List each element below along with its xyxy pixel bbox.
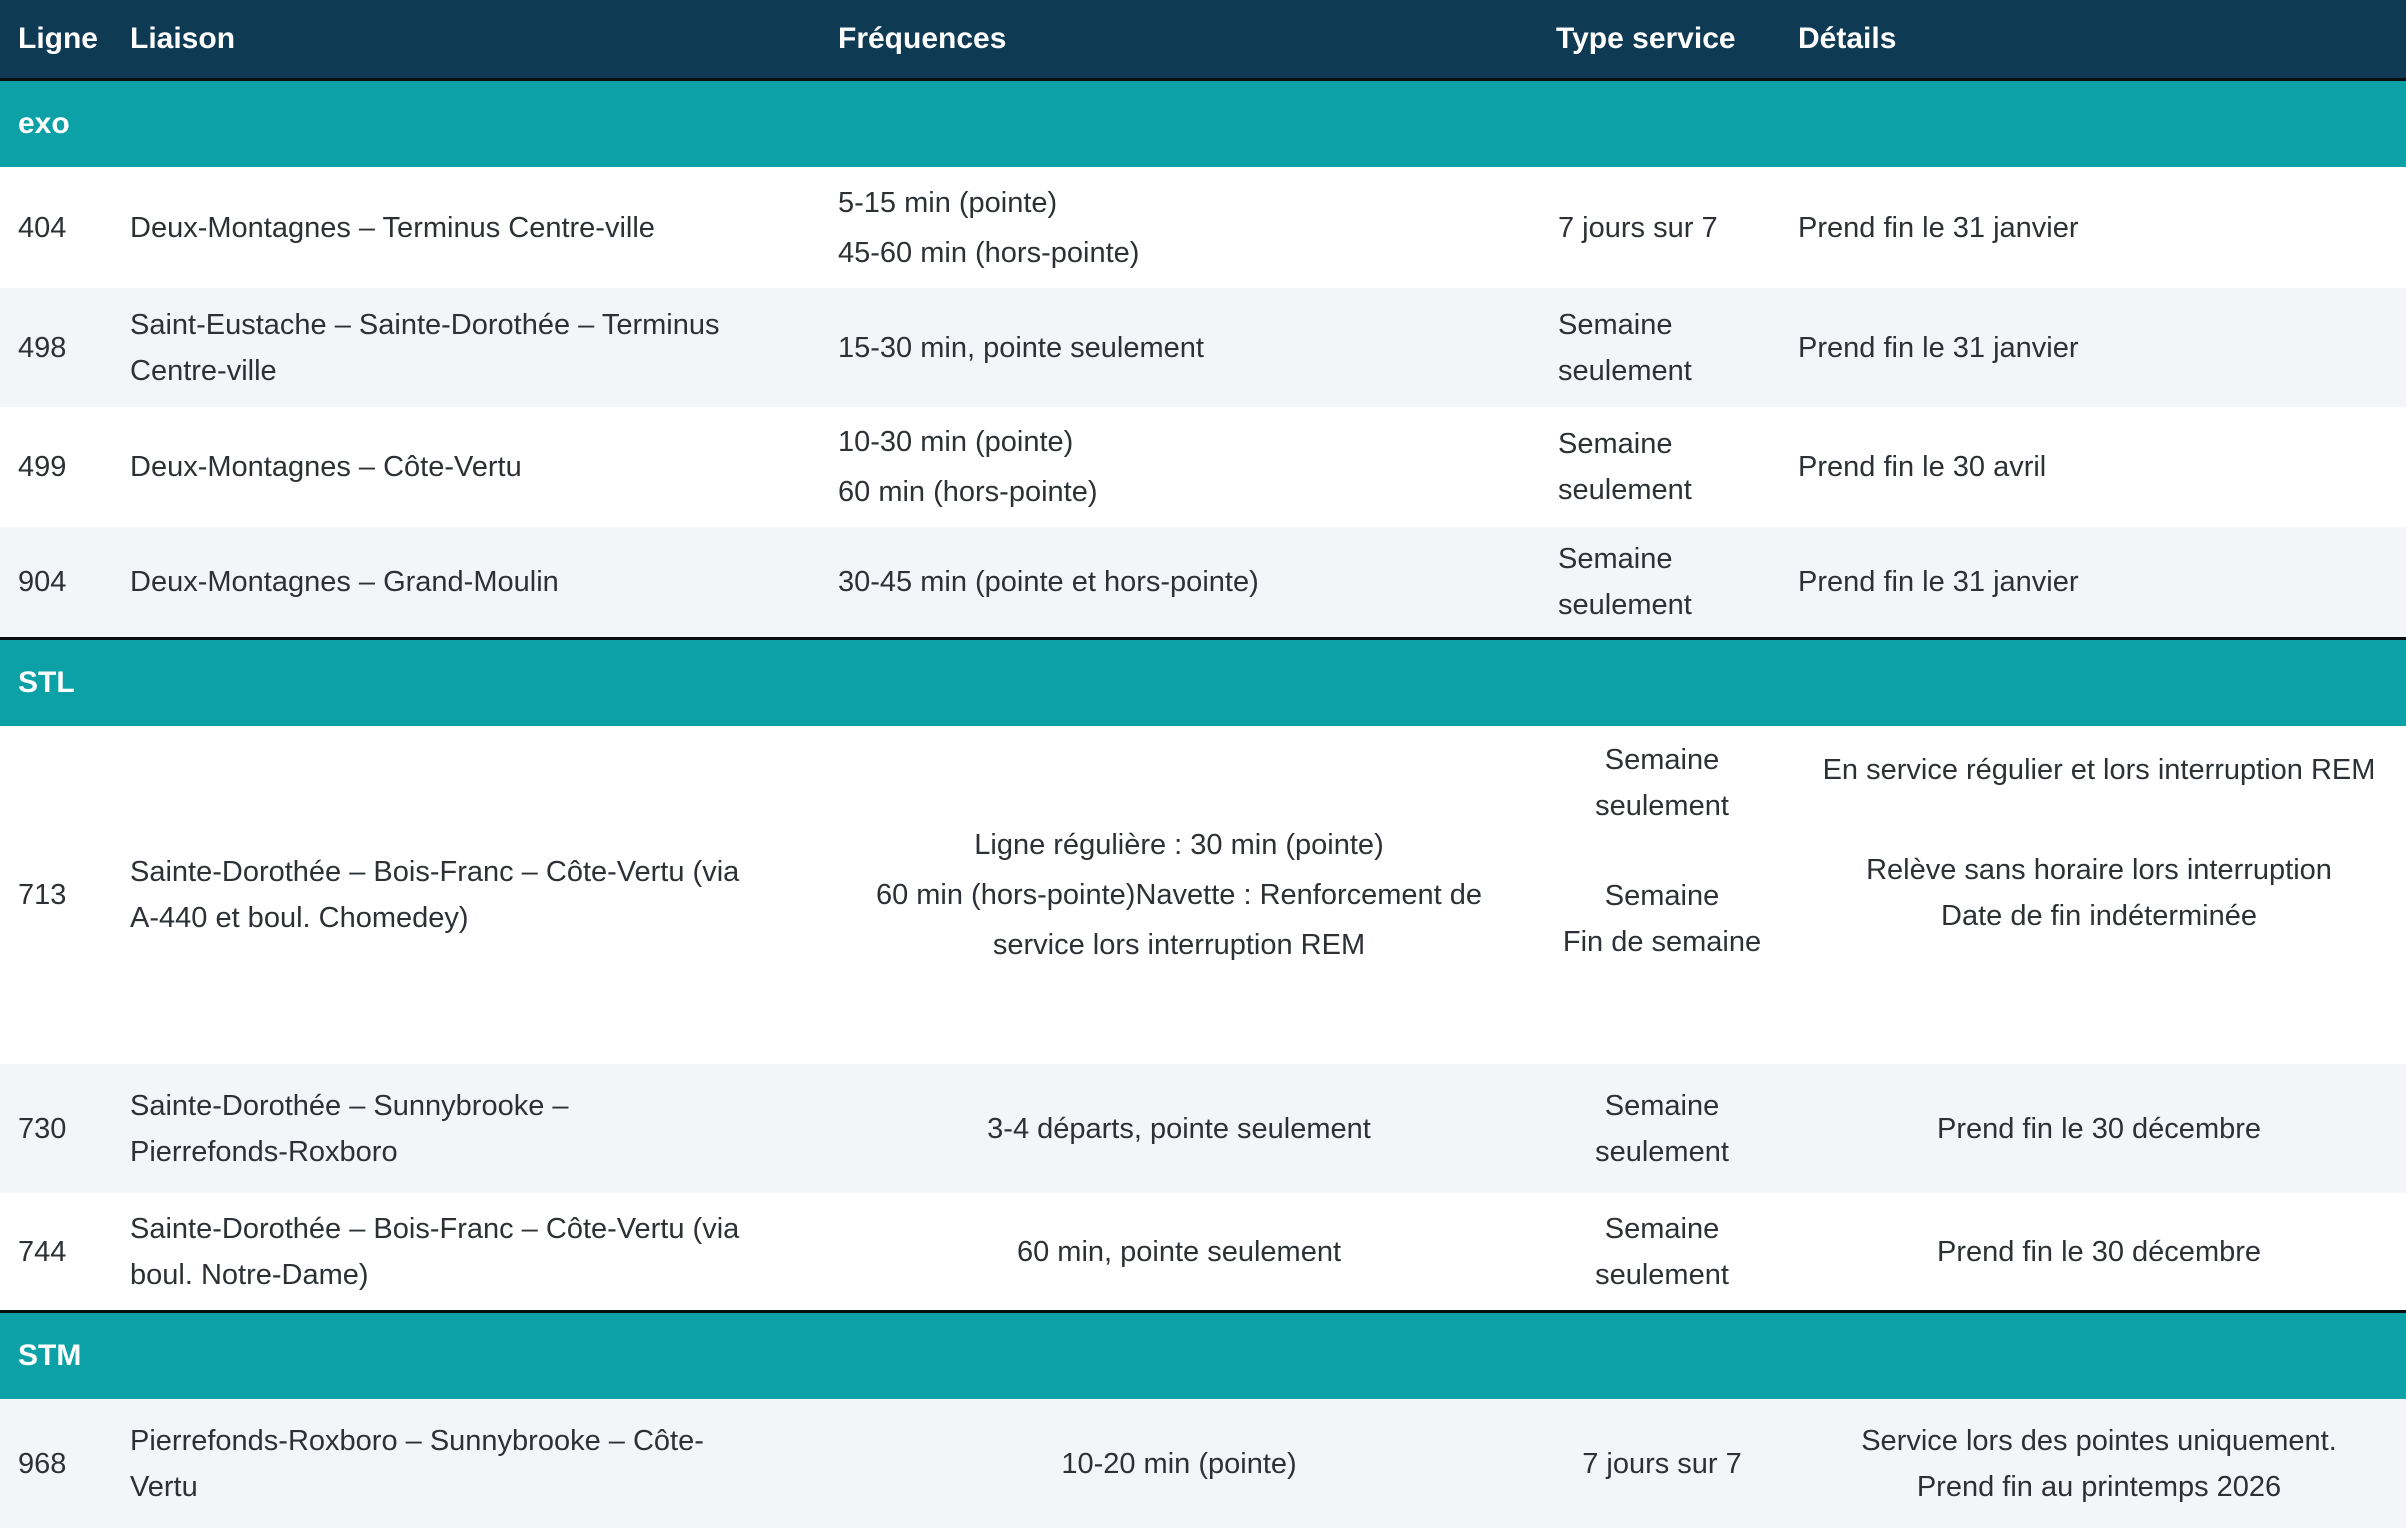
section-label: STM	[0, 1310, 2406, 1399]
table-row-498: 498 Saint-Eustache – Sainte-Dorothée – T…	[0, 288, 2406, 407]
cell-ligne: 730	[0, 1064, 120, 1193]
cell-liaison: Saint-Eustache – Sainte-Dorothée – Termi…	[120, 288, 820, 407]
cell-liaison: Sainte-Dorothée – Sunnybrooke – Pierrefo…	[120, 1064, 820, 1193]
details-regular: En service régulier et lors interruption…	[1822, 754, 2376, 786]
table-row-404: 404 Deux-Montagnes – Terminus Centre-vil…	[0, 167, 2406, 288]
cell-liaison: Deux-Montagnes – Côte-Vertu	[130, 451, 522, 483]
cell-liaison: Pierrefonds-Roxboro – Sunnybrooke – Côte…	[120, 1399, 820, 1528]
section-header-stm: STM	[0, 1310, 2406, 1399]
cell-details: En service régulier et lors interruption…	[1780, 726, 2406, 1064]
type-service-navette: Semaine Fin de semaine	[1562, 880, 1762, 958]
cell-liaison: Deux-Montagnes – Terminus Centre-ville	[130, 211, 655, 244]
column-header-type-service: Type service	[1538, 0, 1780, 80]
column-header-details: Détails	[1780, 0, 2406, 80]
cell-liaison: Sainte-Dorothée – Bois-Franc – Côte-Vert…	[130, 856, 740, 934]
column-header-ligne: Ligne	[0, 0, 120, 80]
cell-frequences: 10-20 min (pointe)	[820, 1399, 1538, 1528]
table-row-744: 744 Sainte-Dorothée – Bois-Franc – Côte-…	[0, 1193, 2406, 1312]
cell-type-service: Semaine seulement	[1595, 1212, 1729, 1291]
cell-frequences: 10-30 min (pointe) 60 min (hors-pointe)	[838, 426, 1098, 508]
cell-ligne: 499	[18, 451, 67, 483]
cell-frequences: Ligne régulière : 30 min (pointe) 60 min…	[875, 829, 1483, 961]
cell-ligne: 498	[0, 288, 120, 407]
section-label: exo	[0, 78, 2406, 167]
table-row-499: 499 Deux-Montagnes – Côte-Vertu 10-30 mi…	[0, 407, 2406, 527]
cell-details: Prend fin le 31 janvier	[1780, 288, 2406, 407]
section-header-stl: STL	[0, 637, 2406, 726]
cell-type-service: Semaine seulement Semaine Fin de semaine	[1538, 726, 1780, 1064]
cell-type-service: 7 jours sur 7	[1538, 1399, 1780, 1528]
table-row-904: 904 Deux-Montagnes – Grand-Moulin 30-45 …	[0, 527, 2406, 639]
cell-type-service: Semaine seulement	[1538, 288, 1780, 407]
cell-ligne: 968	[0, 1399, 120, 1528]
cell-frequences: 3-4 départs, pointe seulement	[820, 1064, 1538, 1193]
cell-details: Prend fin le 30 décembre	[1936, 1235, 2262, 1268]
cell-type-service: Semaine seulement	[1538, 1064, 1780, 1193]
cell-liaison: Deux-Montagnes – Grand-Moulin	[120, 527, 820, 639]
cell-ligne: 404	[18, 211, 67, 244]
cell-details: Prend fin le 30 décembre	[1780, 1064, 2406, 1193]
cell-details: Service lors des pointes uniquement. Pre…	[1780, 1399, 2406, 1528]
table-row-968: 968 Pierrefonds-Roxboro – Sunnybrooke – …	[0, 1399, 2406, 1528]
cell-ligne: 904	[0, 527, 120, 639]
cell-frequences: 30-45 min (pointe et hors-pointe)	[820, 527, 1538, 639]
cell-type-service: Semaine seulement	[1538, 527, 1780, 639]
cell-type-service: 7 jours sur 7	[1558, 211, 1718, 244]
column-header-frequences: Fréquences	[820, 0, 1538, 80]
cell-ligne: 744	[18, 1235, 67, 1268]
cell-details: Prend fin le 30 avril	[1798, 451, 2047, 483]
cell-frequences: 60 min, pointe seulement	[1016, 1235, 1342, 1268]
cell-frequences: 15-30 min, pointe seulement	[820, 288, 1538, 407]
cell-ligne: 713	[18, 879, 67, 911]
cell-type-service: Semaine seulement	[1558, 428, 1692, 506]
cell-frequences: 5-15 min (pointe) 45-60 min (hors-pointe…	[838, 186, 1140, 269]
section-header-exo: exo	[0, 78, 2406, 167]
type-service-regular: Semaine seulement	[1595, 744, 1729, 822]
table-row-730: 730 Sainte-Dorothée – Sunnybrooke – Pier…	[0, 1064, 2406, 1193]
cell-details: Prend fin le 31 janvier	[1780, 527, 2406, 639]
cell-liaison: Sainte-Dorothée – Bois-Franc – Côte-Vert…	[130, 1212, 740, 1291]
table-header-row: Ligne Liaison Fréquences Type service Dé…	[0, 0, 2406, 80]
column-header-liaison: Liaison	[120, 0, 820, 80]
section-label: STL	[0, 637, 2406, 726]
details-navette: Relève sans horaire lors interruption Da…	[1866, 854, 2332, 932]
cell-details: Prend fin le 31 janvier	[1798, 211, 2079, 244]
table-row-713: 713 Sainte-Dorothée – Bois-Franc – Côte-…	[0, 726, 2406, 1064]
